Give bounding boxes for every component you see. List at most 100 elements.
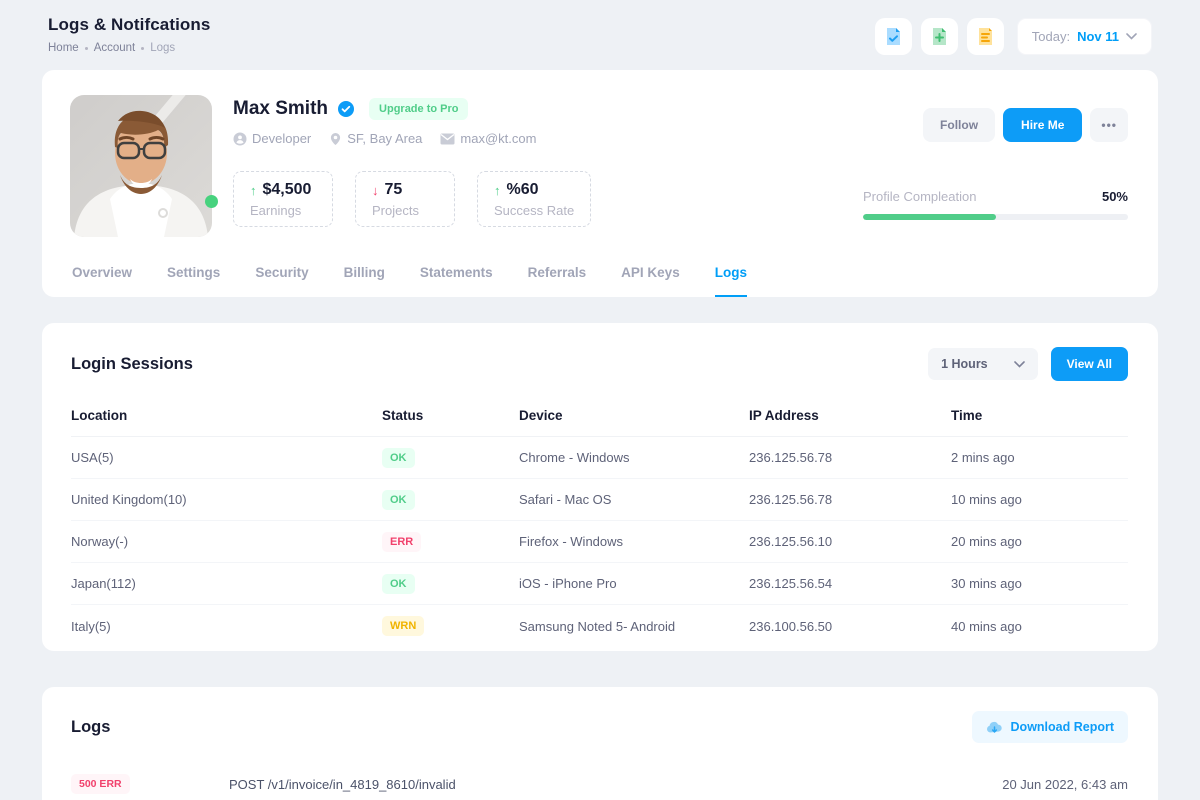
table-row[interactable]: Italy(5)WRN Samsung Noted 5- Android236.1… xyxy=(71,605,1128,647)
cell-device: Firefox - Windows xyxy=(519,534,749,549)
tab-logs[interactable]: Logs xyxy=(715,265,747,297)
column-header-status: Status xyxy=(382,408,519,423)
cell-status: OK xyxy=(382,574,519,594)
cell-status: OK xyxy=(382,448,519,468)
tab-referrals[interactable]: Referrals xyxy=(528,265,587,297)
cell-device: Chrome - Windows xyxy=(519,450,749,465)
stat-value-row: ↓75 xyxy=(372,181,438,199)
cell-ip-address: 236.125.56.54 xyxy=(749,576,951,591)
status-badge: OK xyxy=(382,490,415,510)
sessions-filter-select[interactable]: 1 Hours xyxy=(928,348,1038,380)
cell-device: iOS - iPhone Pro xyxy=(519,576,749,591)
envelope-icon xyxy=(440,133,455,145)
profile-info: Max Smith Upgrade to Pro Developer SF, B… xyxy=(233,95,863,237)
profile-name: Max Smith xyxy=(233,98,328,120)
avatar xyxy=(70,95,212,237)
page-header: Logs & Notifcations Home Account Logs xyxy=(48,15,210,54)
cell-time: 2 mins ago xyxy=(951,450,1128,465)
follow-button[interactable]: Follow xyxy=(923,108,995,142)
table-row[interactable]: United Kingdom(10)OKSafari - Mac OS236.1… xyxy=(71,479,1128,521)
stat-value: %60 xyxy=(507,181,539,199)
more-options-button[interactable]: ••• xyxy=(1090,108,1128,142)
table-row[interactable]: Norway(-)ERRFirefox - Windows236.125.56.… xyxy=(71,521,1128,563)
profile-role[interactable]: Developer xyxy=(233,131,311,146)
trend-down-arrow-icon: ↓ xyxy=(372,183,379,198)
upgrade-to-pro-badge[interactable]: Upgrade to Pro xyxy=(369,98,468,120)
trend-up-arrow-icon: ↑ xyxy=(494,183,501,198)
profile-stats: ↑$4,500Earnings↓75Projects↑%60Success Ra… xyxy=(233,171,863,227)
table-row[interactable]: USA(5)OKChrome - Windows236.125.56.782 m… xyxy=(71,437,1128,479)
table-row[interactable]: Japan(112)OK iOS - iPhone Pro236.125.56.5… xyxy=(71,563,1128,605)
log-row[interactable]: 500 ERR POST /v1/invoice/in_4819_8610/inv… xyxy=(71,774,1128,794)
status-badge: ERR xyxy=(382,532,421,552)
cell-time: 30 mins ago xyxy=(951,576,1128,591)
breadcrumb: Home Account Logs xyxy=(48,42,210,54)
file-plus-icon xyxy=(930,27,949,46)
completion-percent: 50% xyxy=(1102,189,1128,204)
cell-location: USA(5) xyxy=(71,450,382,465)
file-check-icon xyxy=(884,27,903,46)
cell-ip-address: 236.125.56.78 xyxy=(749,492,951,507)
cell-ip-address: 236.100.56.50 xyxy=(749,619,951,634)
cell-time: 20 mins ago xyxy=(951,534,1128,549)
trend-up-arrow-icon: ↑ xyxy=(250,183,257,198)
cell-status: ERR xyxy=(382,532,519,552)
cell-ip-address: 236.125.56.10 xyxy=(749,534,951,549)
tab-billing[interactable]: Billing xyxy=(344,265,385,297)
sessions-table-body: USA(5)OKChrome - Windows236.125.56.782 m… xyxy=(71,437,1128,647)
breadcrumb-item-home[interactable]: Home xyxy=(48,42,79,54)
column-header-time: Time xyxy=(951,408,1128,423)
tab-api-keys[interactable]: API Keys xyxy=(621,265,680,297)
column-header-location: Location xyxy=(71,408,382,423)
stat-box-earnings: ↑$4,500Earnings xyxy=(233,171,333,227)
profile-tabs: Overview Settings Security Billing Statement… xyxy=(70,265,1128,297)
breadcrumb-item-logs[interactable]: Logs xyxy=(150,42,175,54)
sessions-table-header: LocationStatusDeviceIP AddressTime xyxy=(71,398,1128,437)
status-badge: WRN xyxy=(382,616,424,636)
completion-label: Profile Compleation xyxy=(863,189,976,204)
log-request-path: POST /v1/invoice/in_4819_8610/invalid xyxy=(229,777,1002,792)
tab-statements[interactable]: Statements xyxy=(420,265,493,297)
cell-status: WRN xyxy=(382,616,519,636)
cell-location: Japan(112) xyxy=(71,576,382,591)
column-header-ip-address: IP Address xyxy=(749,408,951,423)
stat-value: $4,500 xyxy=(263,181,312,199)
stat-value-row: ↑ %60 xyxy=(494,181,574,199)
profile-email[interactable]: max@kt.com xyxy=(440,131,536,146)
online-status-dot xyxy=(205,195,218,208)
verified-badge-icon xyxy=(337,100,355,118)
cell-time: 40 mins ago xyxy=(951,619,1128,634)
download-report-button[interactable]: Download Report xyxy=(972,711,1128,743)
cell-device: Samsung Noted 5- Android xyxy=(519,619,749,634)
status-badge: OK xyxy=(382,574,415,594)
date-selector[interactable]: Today: Nov 11 xyxy=(1017,18,1152,55)
profile-side: Follow Hire Me ••• Profile Compleation 5… xyxy=(863,95,1128,237)
column-header-device: Device xyxy=(519,408,749,423)
cell-time: 10 mins ago xyxy=(951,492,1128,507)
tab-security[interactable]: Security xyxy=(255,265,308,297)
date-label: Today: xyxy=(1032,29,1070,44)
log-date: 20 Jun 2022, 6:43 am xyxy=(1002,777,1128,792)
cell-device: Safari - Mac OS xyxy=(519,492,749,507)
file-check-button[interactable] xyxy=(875,18,912,55)
file-plus-button[interactable] xyxy=(921,18,958,55)
completion-progress-track xyxy=(863,214,1128,220)
tab-settings[interactable]: Settings xyxy=(167,265,220,297)
page-title: Logs & Notifcations xyxy=(48,15,210,35)
top-toolbar: Today: Nov 11 xyxy=(875,18,1152,55)
log-status-badge: 500 ERR xyxy=(71,774,130,794)
cell-location: Italy(5) xyxy=(71,619,382,634)
stat-label: Projects xyxy=(372,203,438,218)
hire-me-button[interactable]: Hire Me xyxy=(1003,108,1082,142)
date-value: Nov 11 xyxy=(1077,29,1119,44)
logs-list: 500 ERR POST /v1/invoice/in_4819_8610/inv… xyxy=(71,774,1128,794)
chevron-down-icon xyxy=(1126,33,1137,40)
logs-card: Logs Download Report 500 ERRPOST /v1/inv… xyxy=(42,687,1158,800)
breadcrumb-item-account[interactable]: Account xyxy=(94,42,136,54)
login-sessions-card: Login Sessions 1 Hours View All Location… xyxy=(42,323,1158,651)
view-all-button[interactable]: View All xyxy=(1051,347,1128,381)
top-bar: Logs & Notifcations Home Account Logs Toda… xyxy=(0,0,1200,55)
file-lines-button[interactable] xyxy=(967,18,1004,55)
profile-location[interactable]: SF, Bay Area xyxy=(329,131,422,146)
tab-overview[interactable]: Overview xyxy=(72,265,132,297)
